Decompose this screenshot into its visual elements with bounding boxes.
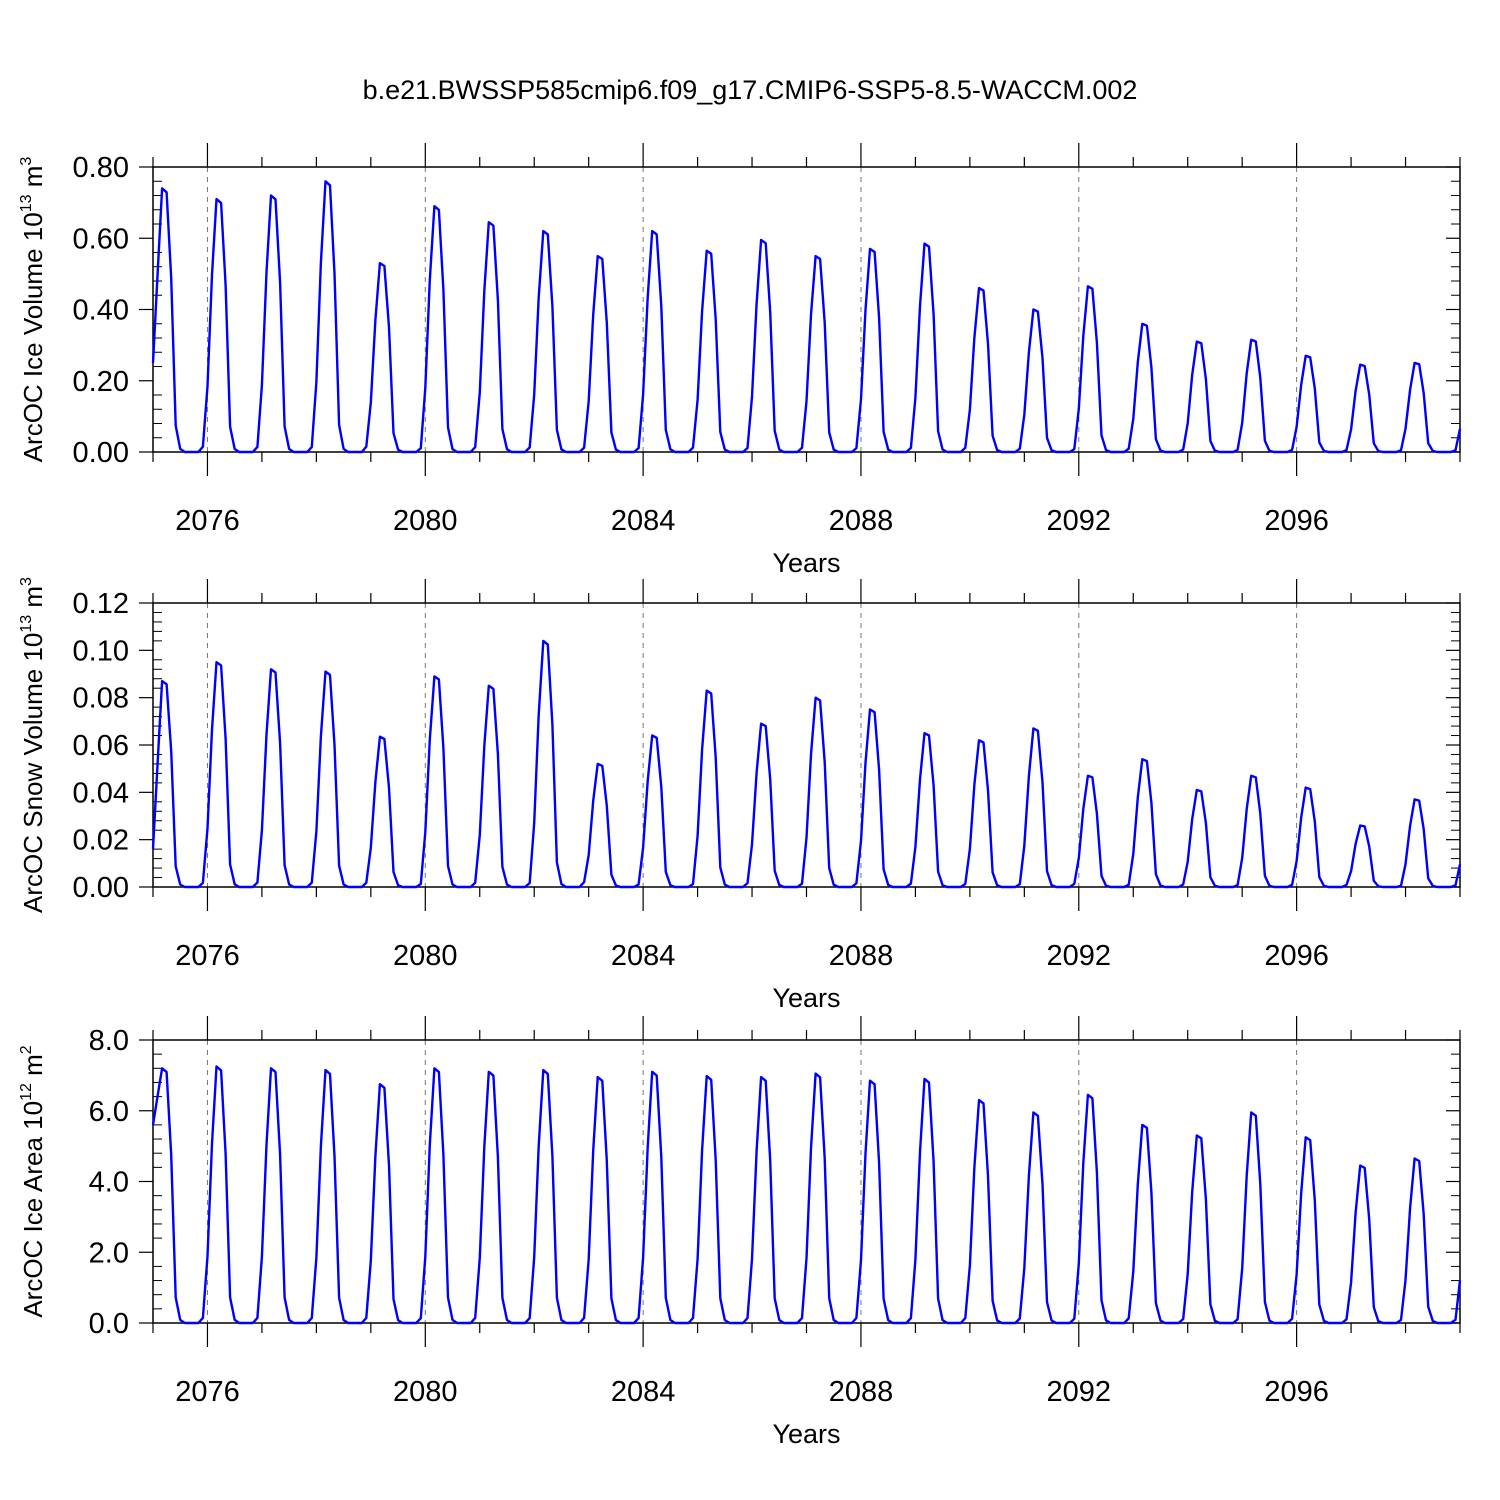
panel-ice-area: 0.0 2.0 4.0 6.0 8.0 2076 2080 2084 2088 2092 2096 Y… xyxy=(18,1016,1462,1449)
x-tick-label: 2088 xyxy=(829,940,894,972)
y-tick-label: 0.10 xyxy=(73,635,129,667)
y-tick-label: 0.02 xyxy=(73,825,129,857)
y-axis-title: ArcOC Snow Volume 1013 m3 xyxy=(18,577,48,913)
y-tick-label: 0.80 xyxy=(73,152,129,184)
x-tick-label: 2084 xyxy=(611,1376,676,1408)
y-tick-label: 2.0 xyxy=(89,1237,129,1269)
y-tick-label: 0.08 xyxy=(73,683,129,715)
x-tick-label: 2092 xyxy=(1047,1376,1112,1408)
x-tick-label: 2076 xyxy=(175,940,240,972)
y-tick-label: 0.40 xyxy=(73,295,129,327)
x-tick-label: 2076 xyxy=(175,505,240,537)
y-tick-label: 8.0 xyxy=(89,1025,129,1057)
y-axis-title: ArcOC Ice Volume 1013 m3 xyxy=(18,157,48,463)
y-tick-label: 6.0 xyxy=(89,1096,129,1128)
y-tick-label: 4.0 xyxy=(89,1167,129,1199)
x-tick-label: 2076 xyxy=(175,1376,240,1408)
panel-ice-volume: 0.00 0.20 0.40 0.60 0.80 2076 2080 2084 2088 2092… xyxy=(18,143,1462,578)
y-tick-label: 0.00 xyxy=(73,872,129,904)
x-tick-label: 2080 xyxy=(393,505,458,537)
series-line xyxy=(151,1065,1462,1325)
panels: 0.00 0.20 0.40 0.60 0.80 2076 2080 2084 2088 2092… xyxy=(18,143,1462,1449)
series-line xyxy=(151,639,1462,889)
y-tick-label: 0.20 xyxy=(73,366,129,398)
x-tick-label: 2080 xyxy=(393,1376,458,1408)
x-tick-label: 2088 xyxy=(829,505,894,537)
chart-title: b.e21.BWSSP585cmip6.f09_g17.CMIP6-SSP5-8… xyxy=(363,75,1138,105)
x-tick-label: 2092 xyxy=(1047,505,1112,537)
y-tick-label: 0.12 xyxy=(73,588,129,620)
series-line xyxy=(151,180,1462,454)
y-tick-label: 0.06 xyxy=(73,730,129,762)
y-tick-label: 0.04 xyxy=(73,777,129,809)
y-tick-label: 0.00 xyxy=(73,437,129,469)
y-axis-title: ArcOC Ice Area 1012 m2 xyxy=(18,1045,48,1317)
x-tick-label: 2088 xyxy=(829,1376,894,1408)
x-tick-label: 2096 xyxy=(1264,505,1329,537)
x-tick-label: 2084 xyxy=(611,940,676,972)
panel-snow-volume: 0.00 0.02 0.04 0.06 0.08 0.10 0.12 2076 2080 2084… xyxy=(18,577,1462,1013)
x-tick-label: 2092 xyxy=(1047,940,1112,972)
x-axis-title: Years xyxy=(772,548,840,578)
y-tick-label: 0.60 xyxy=(73,223,129,255)
y-tick-label: 0.0 xyxy=(89,1308,129,1340)
x-axis-title: Years xyxy=(772,983,840,1013)
x-tick-label: 2096 xyxy=(1264,940,1329,972)
x-tick-label: 2096 xyxy=(1264,1376,1329,1408)
x-axis-title: Years xyxy=(772,1419,840,1449)
x-tick-label: 2084 xyxy=(611,505,676,537)
x-tick-label: 2080 xyxy=(393,940,458,972)
